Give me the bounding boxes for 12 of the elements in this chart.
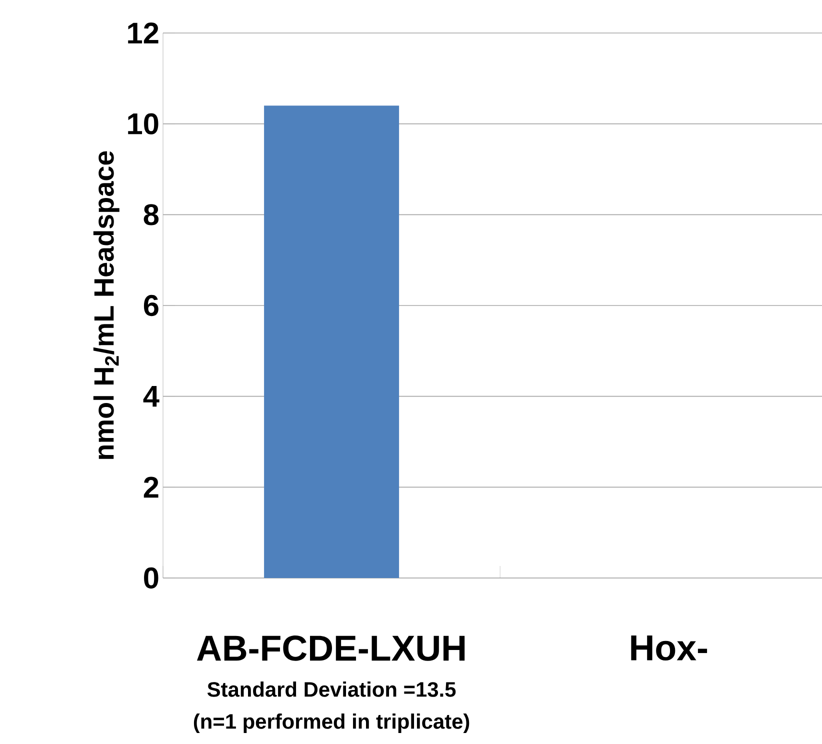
text: Standard Deviation =13.5 (207, 682, 456, 697)
y-tick-label: 4 (143, 386, 160, 407)
y-tick-label: 2 (144, 476, 158, 498)
y-axis-title: nmol H$_{2}$/mL Headspace (93, 151, 120, 459)
x-tick-label: AB-FCDE-LXUH (196, 636, 465, 661)
y-tick-label: 6 (144, 294, 158, 316)
x-tick-label: Hox- (631, 636, 708, 661)
y-tick-label: 10 (128, 113, 158, 134)
text: (n=1 performed in triplicate) (194, 714, 470, 734)
y-tick-label: 12 (128, 22, 158, 44)
y-tick-label: 8 (144, 204, 159, 226)
y-tick-label: 0 (144, 567, 158, 589)
